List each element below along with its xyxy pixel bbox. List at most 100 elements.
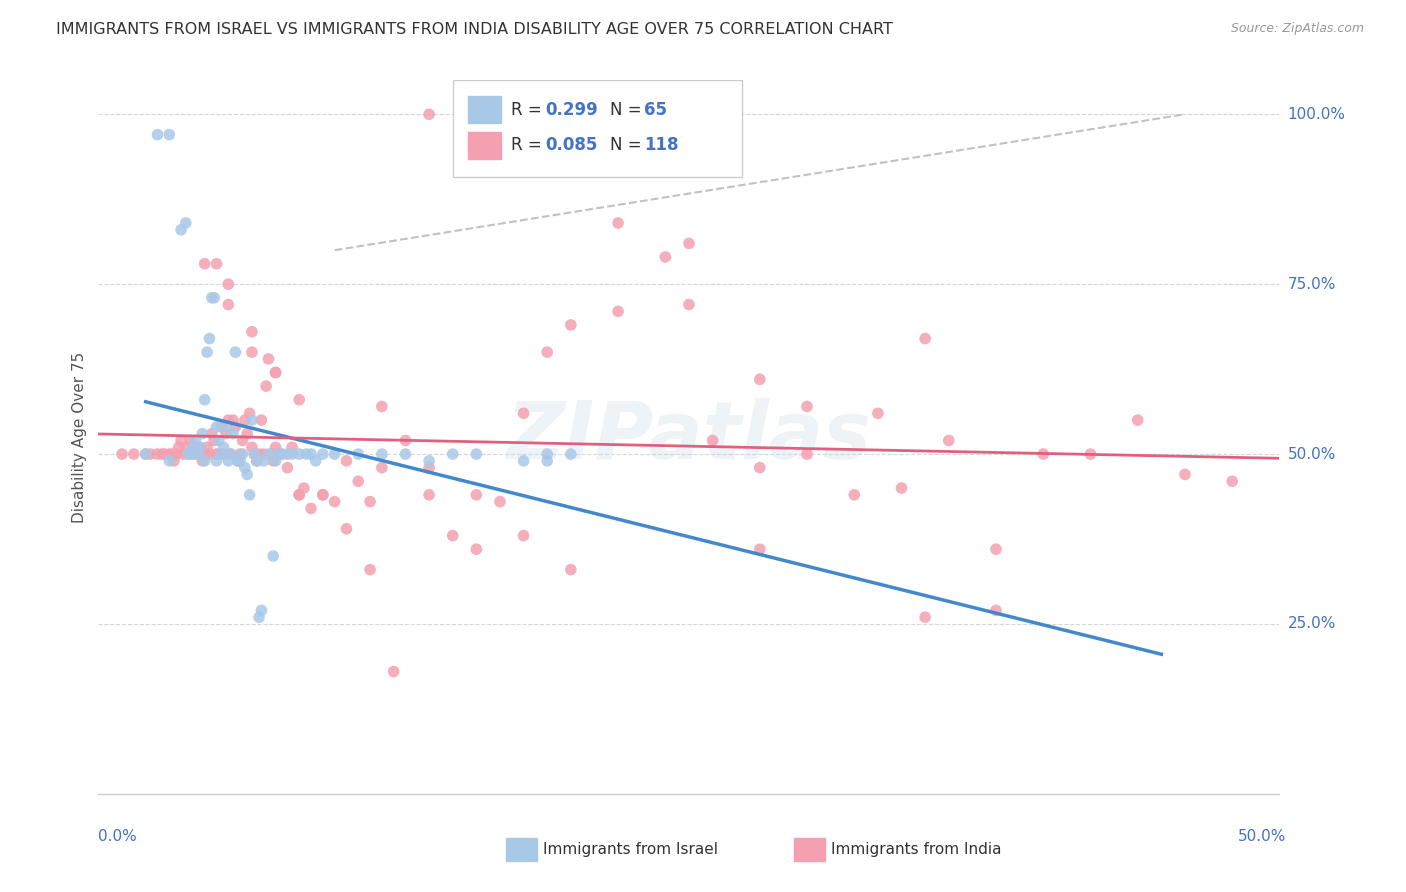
Point (231, 447, 253, 461)
Point (146, 447, 169, 461)
Point (262, 454, 284, 468)
Point (382, 665, 405, 679)
Point (184, 440, 207, 454)
Text: 75.0%: 75.0% (1288, 277, 1336, 292)
Point (153, 447, 176, 461)
Point (288, 392, 311, 407)
Point (371, 460, 394, 475)
Point (187, 447, 209, 461)
Point (305, 454, 328, 468)
Point (276, 447, 298, 461)
Point (984, 542, 1007, 557)
Point (180, 447, 202, 461)
Point (512, 406, 534, 420)
Point (1032, 447, 1054, 461)
Point (194, 454, 217, 468)
Point (312, 447, 335, 461)
Text: 100.0%: 100.0% (1288, 107, 1346, 122)
Point (167, 440, 190, 454)
Point (536, 345, 558, 359)
Point (184, 434, 207, 448)
Point (844, 488, 866, 502)
Point (512, 528, 534, 542)
Point (202, 291, 225, 305)
Point (323, 494, 346, 508)
Point (226, 454, 249, 468)
Point (198, 332, 221, 346)
Point (195, 440, 218, 454)
Point (188, 440, 211, 454)
Point (181, 447, 204, 461)
Point (295, 447, 318, 461)
Text: 65: 65 (644, 101, 666, 119)
Point (209, 447, 232, 461)
Point (215, 420, 238, 434)
Point (135, 447, 157, 461)
Point (267, 447, 290, 461)
Text: 0.0%: 0.0% (98, 830, 138, 844)
Point (236, 467, 259, 482)
Point (180, 434, 202, 448)
Text: N =: N = (610, 101, 647, 119)
Point (224, 420, 246, 434)
Point (240, 413, 263, 427)
Text: ZIPatlas: ZIPatlas (506, 398, 872, 476)
Point (371, 447, 394, 461)
Point (312, 488, 335, 502)
Point (205, 420, 228, 434)
Point (217, 454, 239, 468)
Point (866, 406, 889, 420)
Point (229, 454, 252, 468)
Point (195, 345, 218, 359)
Point (163, 454, 186, 468)
Point (247, 610, 270, 624)
Point (271, 447, 294, 461)
Point (240, 325, 263, 339)
Point (212, 447, 235, 461)
Text: 25.0%: 25.0% (1288, 616, 1336, 632)
Y-axis label: Disability Age Over 75: Disability Age Over 75 (72, 351, 87, 523)
Point (796, 447, 818, 461)
Point (217, 413, 239, 427)
Bar (468, 132, 501, 159)
Point (394, 434, 416, 448)
Point (188, 440, 211, 454)
Point (165, 447, 187, 461)
Point (441, 528, 464, 542)
Text: IMMIGRANTS FROM ISRAEL VS IMMIGRANTS FROM INDIA DISABILITY AGE OVER 75 CORRELATI: IMMIGRANTS FROM ISRAEL VS IMMIGRANTS FRO… (56, 22, 893, 37)
Point (607, 216, 630, 230)
Point (654, 250, 676, 264)
Point (264, 366, 287, 380)
Point (264, 366, 287, 380)
Point (236, 426, 259, 441)
Point (222, 413, 245, 427)
Point (208, 434, 231, 448)
Point (347, 447, 370, 461)
Point (222, 426, 245, 441)
Point (243, 447, 266, 461)
Point (347, 475, 370, 489)
Point (191, 426, 214, 441)
Text: 118: 118 (644, 136, 679, 154)
Point (359, 563, 381, 577)
Point (219, 447, 242, 461)
Point (465, 488, 488, 502)
Point (536, 447, 558, 461)
Point (239, 406, 262, 420)
Point (247, 447, 270, 461)
Point (260, 447, 283, 461)
Point (217, 297, 239, 311)
Point (264, 440, 287, 454)
Point (938, 434, 960, 448)
Point (748, 542, 770, 557)
Point (678, 236, 700, 251)
Point (240, 345, 263, 359)
Point (560, 563, 582, 577)
Point (267, 447, 290, 461)
Point (914, 332, 936, 346)
Point (288, 447, 311, 461)
Point (254, 379, 277, 393)
Text: R =: R = (510, 101, 547, 119)
Point (418, 107, 440, 121)
Point (157, 128, 180, 142)
